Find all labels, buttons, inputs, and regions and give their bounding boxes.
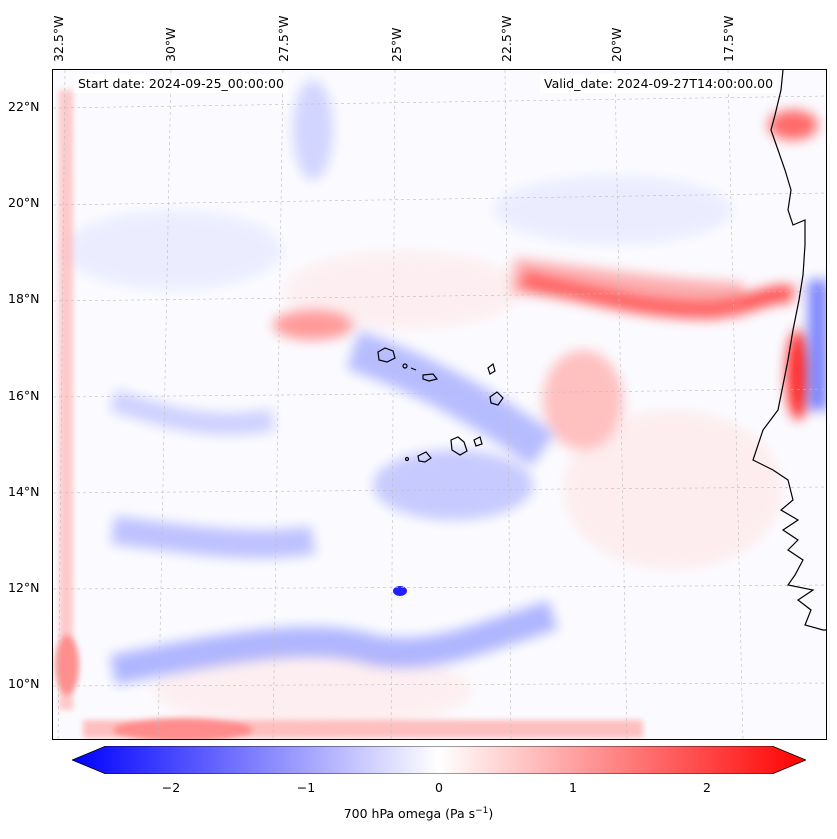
africa-coastline	[752, 70, 826, 631]
lon-label-25w: 25°W	[389, 27, 404, 62]
colorbar-tick-2: 2	[703, 780, 711, 795]
background-field	[63, 175, 783, 730]
lat-label-18n: 18°N	[8, 291, 40, 306]
colorbar	[70, 745, 808, 775]
colorbar-gradient	[70, 745, 808, 775]
ascent-bands	[109, 80, 826, 685]
colorbar-tick-neg1: −1	[296, 780, 316, 795]
colorbar-title-prefix: 700 hPa omega (Pa s	[343, 806, 476, 822]
lon-label-30w: 30°W	[163, 27, 178, 62]
subsidence-bands	[273, 110, 818, 450]
map-canvas	[53, 70, 826, 739]
gridlines	[53, 70, 826, 739]
colorbar-title-suffix: )	[488, 806, 494, 822]
lon-label-32-5w: 32.5°W	[51, 15, 66, 62]
colorbar-tick-0: 0	[435, 780, 443, 795]
colorbar-title-exponent: −1	[475, 806, 489, 816]
boundary-strips	[55, 90, 643, 739]
lon-label-20w: 20°W	[609, 27, 624, 62]
lat-label-12n: 12°N	[8, 580, 40, 595]
colorbar-tick-1: 1	[569, 780, 577, 795]
lat-label-16n: 16°N	[8, 388, 40, 403]
lat-label-22n: 22°N	[8, 99, 40, 114]
lat-label-10n: 10°N	[8, 676, 40, 691]
start-date-label: Start date: 2024-09-25_00:00:00	[74, 74, 288, 93]
lon-label-22-5w: 22.5°W	[499, 15, 514, 62]
colorbar-title: 700 hPa omega (Pa s−1)	[0, 806, 837, 821]
lon-label-17-5w: 17.5°W	[721, 15, 736, 62]
omega-map	[52, 69, 827, 740]
cape-verde-islands	[377, 347, 504, 463]
lat-label-20n: 20°N	[8, 195, 40, 210]
lon-label-27-5w: 27.5°W	[276, 15, 291, 62]
lat-label-14n: 14°N	[8, 484, 40, 499]
colorbar-tick-neg2: −2	[161, 780, 181, 795]
valid-date-label: Valid_date: 2024-09-27T14:00:00.00	[540, 74, 778, 93]
strong-ascent-cell	[393, 586, 407, 596]
